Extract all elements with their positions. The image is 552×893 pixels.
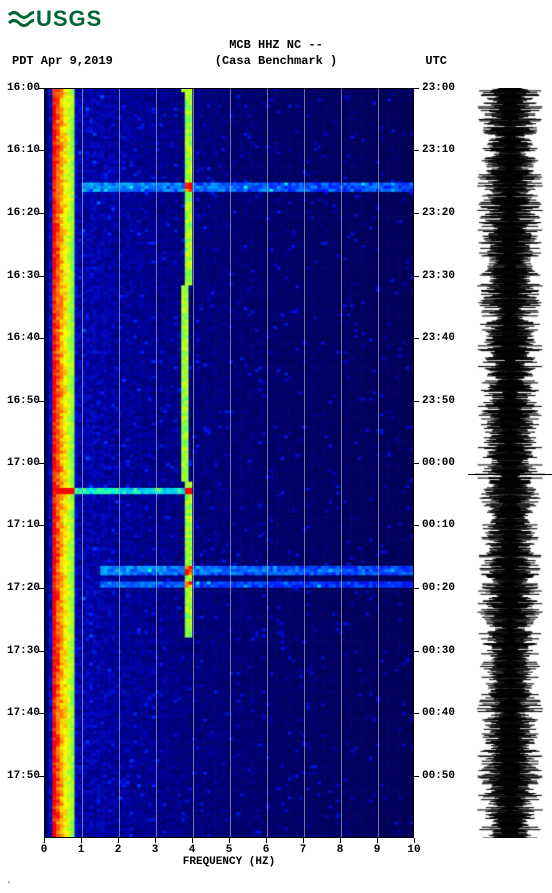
y-left-label: 16:30 xyxy=(0,270,40,282)
y-tick xyxy=(414,213,419,214)
y-right-label: 23:40 xyxy=(422,332,472,344)
waveform-panel xyxy=(475,88,545,838)
y-left-label: 17:00 xyxy=(0,457,40,469)
x-tick xyxy=(155,838,156,843)
x-tick-label: 9 xyxy=(367,844,387,856)
y-tick xyxy=(414,525,419,526)
station-name: (Casa Benchmark ) xyxy=(0,54,552,68)
y-tick xyxy=(414,338,419,339)
x-tick-label: 7 xyxy=(293,844,313,856)
logo-text: USGS xyxy=(36,6,102,32)
gridline xyxy=(82,89,83,837)
y-tick xyxy=(39,588,44,589)
x-tick-label: 4 xyxy=(182,844,202,856)
y-right-label: 00:40 xyxy=(422,707,472,719)
x-tick-label: 6 xyxy=(256,844,276,856)
y-right-label: 23:10 xyxy=(422,144,472,156)
y-right-label: 00:50 xyxy=(422,770,472,782)
y-tick xyxy=(39,525,44,526)
y-right-label: 00:00 xyxy=(422,457,472,469)
y-right-label: 23:30 xyxy=(422,270,472,282)
usgs-logo: USGS xyxy=(8,6,102,32)
gridline xyxy=(156,89,157,837)
x-tick xyxy=(118,838,119,843)
y-left-label: 16:50 xyxy=(0,395,40,407)
y-left-label: 17:30 xyxy=(0,645,40,657)
y-tick xyxy=(39,463,44,464)
wave-icon xyxy=(8,6,34,32)
x-tick xyxy=(192,838,193,843)
spectrogram-canvas xyxy=(45,89,413,837)
y-left-label: 16:10 xyxy=(0,144,40,156)
y-tick xyxy=(39,338,44,339)
x-tick-label: 2 xyxy=(108,844,128,856)
y-tick xyxy=(414,463,419,464)
y-left-label: 16:20 xyxy=(0,207,40,219)
y-tick xyxy=(39,213,44,214)
y-right-label: 00:30 xyxy=(422,645,472,657)
x-tick xyxy=(414,838,415,843)
y-tick xyxy=(39,713,44,714)
y-tick xyxy=(39,276,44,277)
gridline xyxy=(193,89,194,837)
gridline xyxy=(119,89,120,837)
y-tick xyxy=(39,651,44,652)
x-tick xyxy=(377,838,378,843)
footer-mark: · xyxy=(6,878,12,889)
y-tick xyxy=(414,150,419,151)
gridline xyxy=(267,89,268,837)
y-left-label: 17:40 xyxy=(0,707,40,719)
y-tick xyxy=(39,401,44,402)
gridline xyxy=(230,89,231,837)
x-tick xyxy=(266,838,267,843)
y-tick xyxy=(414,776,419,777)
x-tick xyxy=(44,838,45,843)
waveform-spike xyxy=(468,474,552,475)
x-tick xyxy=(340,838,341,843)
x-tick xyxy=(229,838,230,843)
y-tick xyxy=(39,776,44,777)
x-tick xyxy=(81,838,82,843)
y-left-label: 17:20 xyxy=(0,582,40,594)
x-tick-label: 10 xyxy=(404,844,424,856)
y-left-label: 17:50 xyxy=(0,770,40,782)
x-tick xyxy=(303,838,304,843)
utc-label: UTC xyxy=(425,54,447,68)
y-left-label: 16:40 xyxy=(0,332,40,344)
gridline xyxy=(378,89,379,837)
gridline xyxy=(341,89,342,837)
gridline xyxy=(304,89,305,837)
y-right-label: 00:10 xyxy=(422,519,472,531)
waveform-canvas xyxy=(475,88,545,838)
station-line: MCB HHZ NC -- xyxy=(0,38,552,52)
x-tick-label: 8 xyxy=(330,844,350,856)
y-left-label: 17:10 xyxy=(0,519,40,531)
x-tick-label: 5 xyxy=(219,844,239,856)
y-tick xyxy=(414,713,419,714)
y-right-label: 00:20 xyxy=(422,582,472,594)
y-tick xyxy=(414,651,419,652)
x-tick-label: 3 xyxy=(145,844,165,856)
spectrogram-plot xyxy=(44,88,414,838)
y-tick xyxy=(414,588,419,589)
x-tick-label: 0 xyxy=(34,844,54,856)
y-tick xyxy=(414,88,419,89)
y-tick xyxy=(39,150,44,151)
x-tick-label: 1 xyxy=(71,844,91,856)
y-right-label: 23:20 xyxy=(422,207,472,219)
y-right-label: 23:50 xyxy=(422,395,472,407)
x-axis-title: FREQUENCY (HZ) xyxy=(44,856,414,868)
y-tick xyxy=(414,401,419,402)
y-tick xyxy=(414,276,419,277)
y-right-label: 23:00 xyxy=(422,82,472,94)
y-tick xyxy=(39,88,44,89)
y-left-label: 16:00 xyxy=(0,82,40,94)
